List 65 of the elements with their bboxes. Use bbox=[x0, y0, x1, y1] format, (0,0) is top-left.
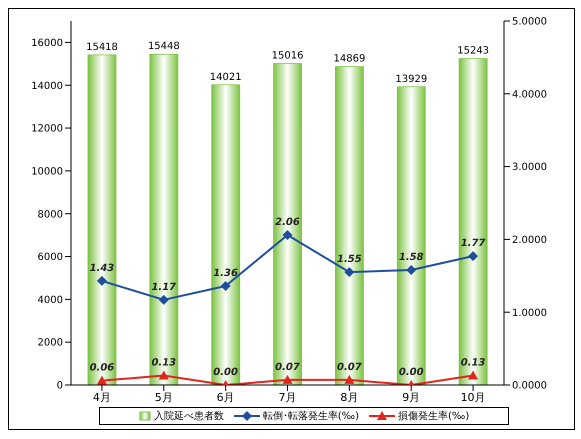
point bbox=[344, 374, 354, 384]
bar bbox=[88, 54, 116, 385]
y2-tick-label: 1.0000 bbox=[512, 308, 547, 319]
data-label: 0.13 bbox=[151, 358, 176, 369]
data-label: 0.13 bbox=[460, 358, 486, 369]
data-label: 1.58 bbox=[398, 252, 424, 263]
legend-label: 入院延べ患者数 bbox=[154, 410, 224, 423]
bar bbox=[396, 86, 426, 385]
data-label: 1.36 bbox=[213, 268, 238, 279]
point bbox=[282, 230, 292, 240]
data-label: 14869 bbox=[334, 54, 366, 65]
data-label: 0.06 bbox=[90, 362, 114, 374]
y-tick-label: 2000 bbox=[38, 338, 63, 349]
point bbox=[158, 294, 169, 305]
bar bbox=[458, 58, 488, 385]
point bbox=[96, 376, 107, 385]
x-tick-label: 4月 bbox=[92, 390, 111, 404]
data-label: 0.07 bbox=[337, 362, 362, 373]
x-tick-label: 5月 bbox=[154, 390, 173, 404]
bar bbox=[211, 84, 240, 385]
y2-tick-label: 0.0000 bbox=[512, 380, 547, 392]
y2-tick-label: 4.0000 bbox=[512, 89, 547, 100]
point bbox=[282, 374, 292, 384]
legend-label: 転倒･転落発生率(‰) bbox=[262, 410, 359, 423]
data-label: 1.55 bbox=[337, 254, 362, 266]
data-label: 15418 bbox=[86, 42, 118, 53]
point bbox=[220, 280, 231, 291]
y-tick-label: 16000 bbox=[31, 38, 63, 49]
y2-tick-label: 2.0000 bbox=[512, 234, 547, 246]
data-label: 1.17 bbox=[151, 282, 176, 293]
y-tick-label: 0 bbox=[56, 380, 63, 392]
bar bbox=[273, 63, 302, 385]
point bbox=[344, 267, 354, 278]
point bbox=[468, 251, 478, 262]
data-label: 0.00 bbox=[398, 367, 424, 378]
y-tick-label: 14000 bbox=[31, 80, 63, 92]
data-label: 0.07 bbox=[275, 362, 300, 373]
bar bbox=[335, 66, 364, 385]
x-tick-label: 8月 bbox=[340, 390, 358, 404]
point bbox=[96, 276, 107, 286]
data-label: 15016 bbox=[272, 50, 304, 62]
x-tick-label: 10月 bbox=[460, 390, 486, 404]
y-tick-label: 8000 bbox=[38, 209, 63, 220]
y2-tick-label: 3.0000 bbox=[512, 162, 547, 174]
y-tick-label: 10000 bbox=[31, 166, 63, 178]
x-tick-label: 6月 bbox=[216, 390, 235, 404]
data-label: 0.00 bbox=[213, 367, 238, 378]
bar bbox=[149, 54, 178, 385]
y2-tick-label: 5.0000 bbox=[512, 16, 547, 28]
y-tick-label: 12000 bbox=[31, 124, 63, 135]
y-tick-label: 6000 bbox=[38, 252, 63, 264]
y-tick-label: 4000 bbox=[38, 294, 63, 306]
point bbox=[468, 370, 478, 380]
data-label: 15448 bbox=[148, 41, 180, 52]
data-label: 1.77 bbox=[460, 238, 486, 250]
point bbox=[158, 370, 169, 380]
data-label: 1.43 bbox=[90, 262, 114, 274]
x-tick-label: 9月 bbox=[402, 390, 420, 404]
data-label: 13929 bbox=[395, 74, 428, 85]
data-label: 14021 bbox=[210, 72, 242, 83]
legend-label: 損傷発生率(‰) bbox=[398, 410, 470, 423]
data-label: 15243 bbox=[457, 46, 490, 57]
data-label: 2.06 bbox=[275, 217, 300, 228]
x-tick-label: 7月 bbox=[278, 390, 296, 404]
point bbox=[406, 264, 416, 275]
